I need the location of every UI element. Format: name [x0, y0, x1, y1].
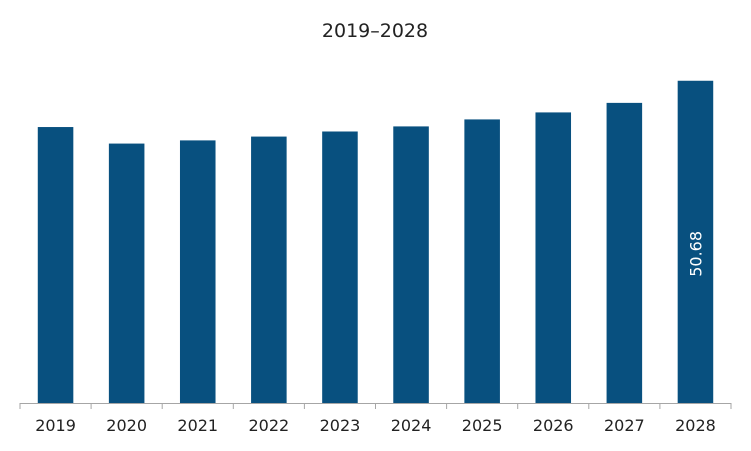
x-tick-label-2027: 2027: [604, 416, 645, 435]
x-axis: [19, 403, 732, 409]
bar-2021: [179, 140, 216, 403]
bar-2024: [393, 126, 429, 403]
x-tick-label-2021: 2021: [177, 416, 218, 435]
bar-2027: [606, 102, 643, 403]
labels-group: 2019 2020 2021 2022 2023 2024 2025 2026 2027 2028…: [35, 231, 716, 435]
bar-2028: [677, 80, 714, 403]
bar-2026: [535, 112, 572, 403]
data-label-2028: 50.68: [686, 231, 705, 277]
bars-group: [37, 80, 714, 404]
x-tick-label-2028: 2028: [675, 416, 716, 435]
x-tick-label-2019: 2019: [35, 416, 76, 435]
bar-2022: [251, 136, 287, 404]
bar-2023: [322, 131, 358, 404]
x-tick-label-2026: 2026: [533, 416, 574, 435]
x-tick-label-2025: 2025: [462, 416, 503, 435]
bar-2025: [464, 119, 500, 404]
x-tick-label-2022: 2022: [248, 416, 289, 435]
x-tick-label-2023: 2023: [320, 416, 361, 435]
bar-2020: [108, 143, 145, 403]
x-tick-label-2024: 2024: [391, 416, 432, 435]
chart-title: 2019–2028: [322, 20, 428, 42]
x-tick-label-2020: 2020: [106, 416, 147, 435]
bar-2019: [37, 127, 74, 404]
